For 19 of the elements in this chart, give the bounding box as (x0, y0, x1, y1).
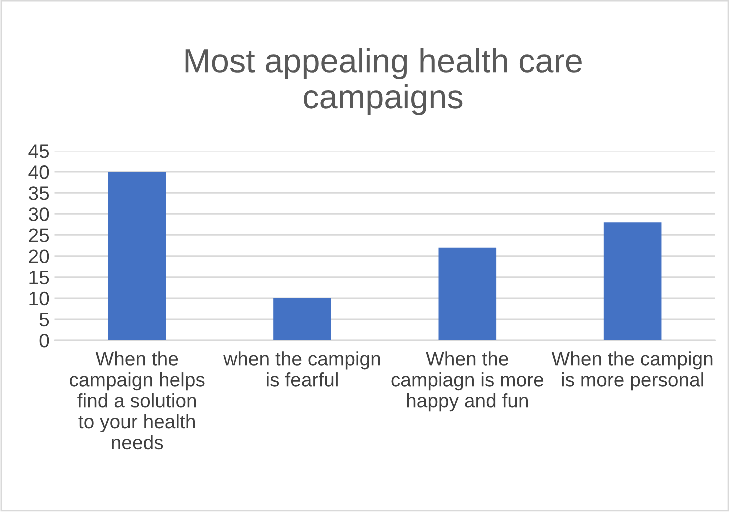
bar (438, 248, 497, 340)
y-tick-label: 40 (28, 166, 50, 180)
x-tick-label: When the campiagn is more happy and fun (392, 352, 544, 412)
y-tick-label: 25 (29, 228, 50, 242)
x-tick-label: When the campign is more personal (552, 352, 713, 391)
y-tick-label: 45 (28, 144, 50, 158)
y-tick-label: 20 (29, 250, 50, 264)
y-tick-label: 10 (30, 292, 50, 306)
bar (604, 222, 662, 340)
x-tick-label: When the campaign helps find a solution to your health needs (70, 352, 205, 450)
chart-title: Most appealing health care campaigns (186, 48, 582, 116)
y-tick-label: 5 (40, 313, 50, 327)
y-tick-label: 30 (29, 208, 50, 222)
y-tick-label: 15 (30, 271, 50, 285)
x-tick-label: when the campign is fearful (224, 352, 380, 387)
y-tick-label: 35 (29, 186, 50, 200)
bar (108, 172, 166, 340)
bar (274, 298, 332, 340)
y-tick-label: 0 (40, 334, 50, 348)
